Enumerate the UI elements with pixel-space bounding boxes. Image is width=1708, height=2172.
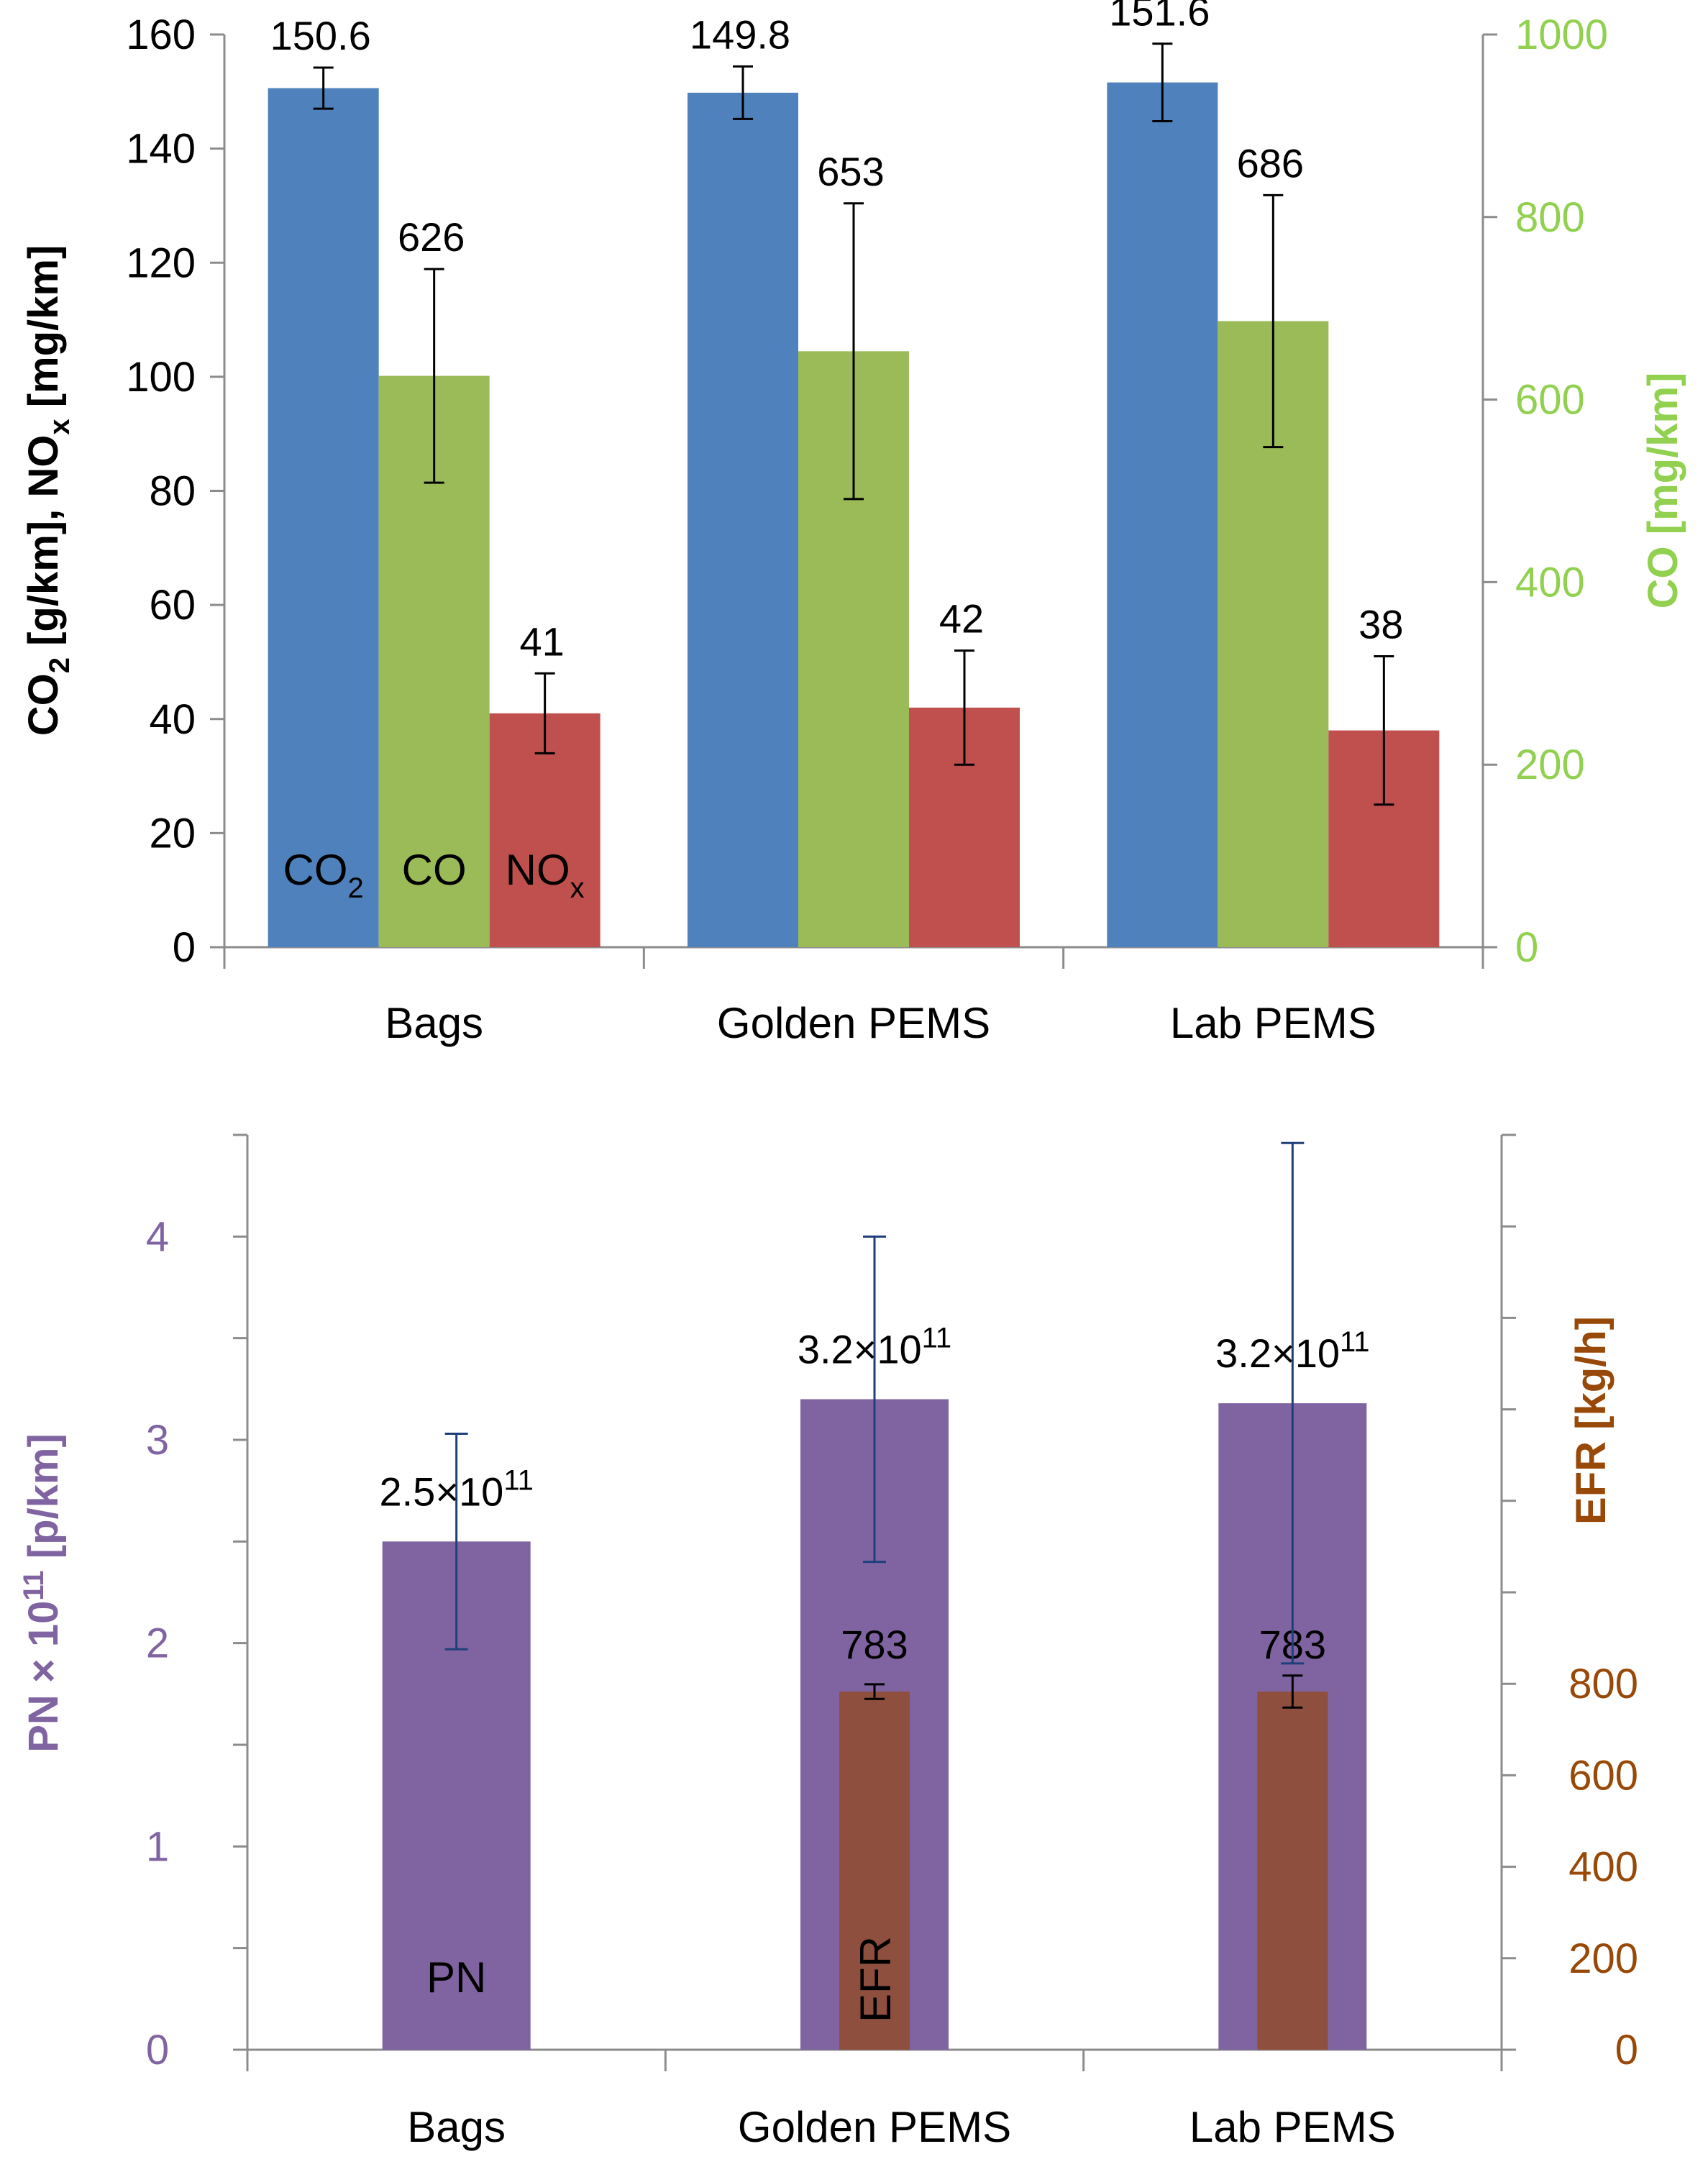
top-error-bar-nox: [1374, 655, 1394, 806]
top-error-bar-nox: [954, 649, 974, 766]
pn-label-superscript: 11: [1340, 1326, 1370, 1358]
bottom-bar-efr: [839, 1692, 910, 2050]
bottom-left-tick-label: 1: [146, 1823, 169, 1870]
bottom-left-tick-label: 3: [146, 1417, 169, 1464]
bottom-error-bar-pn: [444, 1433, 468, 1651]
bottom-right-tick-label: 800: [1568, 1661, 1638, 1707]
pn-label-main: 3.2×10: [1215, 1331, 1340, 1376]
top-left-tick-label: 60: [149, 582, 196, 629]
bottom-left-tick-label: 4: [146, 1213, 169, 1260]
series-label-sub: 2: [348, 872, 364, 904]
top-data-label-co: 626: [398, 214, 465, 260]
top-right-tick-label: 400: [1515, 559, 1585, 606]
top-right-tick-label: 0: [1515, 924, 1538, 971]
pn-label-superscript: 11: [503, 1464, 534, 1496]
bottom-right-tick-label: 200: [1568, 1935, 1638, 1982]
top-category-label: Lab PEMS: [1170, 999, 1376, 1047]
bottom-data-label-pn: 3.2×1011: [798, 1322, 951, 1372]
bottom-category-label: Lab PEMS: [1189, 2103, 1396, 2151]
axis-title-subscript: 2: [44, 657, 76, 673]
bottom-right-tick-label: 400: [1568, 1844, 1638, 1891]
top-left-tick-label: 20: [149, 810, 196, 857]
top-right-tick-label: 1000: [1515, 12, 1608, 58]
axis-title-part: CO: [20, 673, 67, 736]
top-error-bar-co: [1263, 193, 1284, 449]
top-right-tick-label: 800: [1515, 194, 1585, 241]
top-error-bar-co: [424, 268, 444, 484]
top-bar-co2: [268, 88, 379, 948]
bottom-left-axis-title: PN × 1011 [p/km]: [18, 1433, 67, 1753]
bottom-bar-efr: [1257, 1692, 1328, 2050]
bottom-right-tick-label: 600: [1568, 1752, 1638, 1799]
top-data-label-co2: 150.6: [270, 13, 371, 58]
top-error-bar-co2: [733, 65, 753, 120]
top-left-tick-label: 160: [126, 12, 196, 58]
top-left-tick-label: 140: [126, 126, 196, 173]
top-left-axis-title: CO2 [g/km], NOx [mg/km]: [20, 245, 76, 736]
series-label-main: CO: [402, 846, 467, 894]
top-data-label-co2: 151.6: [1109, 0, 1210, 35]
top-series-label-nox: NOx: [506, 846, 585, 904]
top-left-tick-label: 40: [149, 696, 196, 743]
bottom-left-tick-label: 2: [146, 1620, 169, 1667]
top-series-label-co2: CO2: [283, 846, 364, 904]
bottom-data-label-efr: 783: [841, 1622, 908, 1667]
top-error-bar-co: [844, 202, 864, 501]
top-left-tick-label: 120: [126, 239, 196, 286]
axis-title-part: [p/km]: [20, 1433, 67, 1570]
series-label-main: CO: [283, 846, 348, 894]
top-left-tick-label: 100: [126, 354, 196, 401]
axis-title-superscript: 11: [18, 1570, 50, 1600]
top-series-label-co: CO: [402, 846, 467, 894]
series-label-sub: x: [570, 872, 585, 904]
axis-title-part: [g/km], NO: [20, 435, 67, 657]
top-category-label: Bags: [385, 999, 483, 1047]
axis-title-subscript: x: [44, 419, 76, 434]
bottom-right-tick-label: 0: [1615, 2027, 1638, 2073]
top-data-label-nox: 41: [520, 619, 565, 664]
pn-label-main: 3.2×10: [798, 1326, 922, 1372]
pn-label-main: 2.5×10: [379, 1469, 503, 1514]
bottom-error-bar-efr: [1282, 1674, 1303, 1709]
top-error-bar-co2: [1152, 42, 1173, 123]
top-data-label-co: 653: [817, 149, 884, 194]
axis-title-part: PN × 10: [20, 1601, 67, 1753]
bottom-category-label: Golden PEMS: [738, 2103, 1011, 2151]
bottom-series-label-pn: PN: [426, 1953, 486, 2002]
pn-label-superscript: 11: [922, 1322, 952, 1354]
top-bar-co2: [688, 92, 798, 948]
top-data-label-nox: 38: [1358, 602, 1403, 647]
bottom-left-tick-label: 0: [146, 2027, 169, 2073]
top-data-label-co: 686: [1237, 140, 1304, 186]
top-right-tick-label: 200: [1515, 742, 1585, 788]
bottom-right-axis-title: EFR [kg/h]: [1568, 1316, 1615, 1525]
bottom-category-label: Bags: [407, 2103, 506, 2151]
bottom-error-bar-pn: [1281, 1141, 1305, 1665]
bottom-data-label-pn: 2.5×1011: [379, 1464, 533, 1514]
axis-title-part: [mg/km]: [20, 245, 67, 419]
top-data-label-nox: 42: [939, 596, 984, 642]
top-bar-co2: [1107, 82, 1218, 947]
top-right-axis-title: CO [mg/km]: [1640, 373, 1686, 609]
top-right-tick-label: 600: [1515, 377, 1585, 424]
series-label-main: NO: [506, 846, 570, 894]
bottom-error-bar-pn: [863, 1235, 886, 1564]
top-error-bar-nox: [534, 672, 555, 754]
top-left-tick-label: 0: [173, 924, 196, 971]
bottom-error-bar-efr: [864, 1683, 885, 1700]
bottom-series-label-efr: EFR: [851, 1936, 900, 2022]
top-category-label: Golden PEMS: [717, 999, 990, 1047]
top-data-label-co2: 149.8: [690, 12, 790, 57]
top-left-tick-label: 80: [149, 468, 196, 515]
top-error-bar-co2: [313, 66, 334, 110]
bottom-data-label-pn: 3.2×1011: [1215, 1326, 1369, 1376]
